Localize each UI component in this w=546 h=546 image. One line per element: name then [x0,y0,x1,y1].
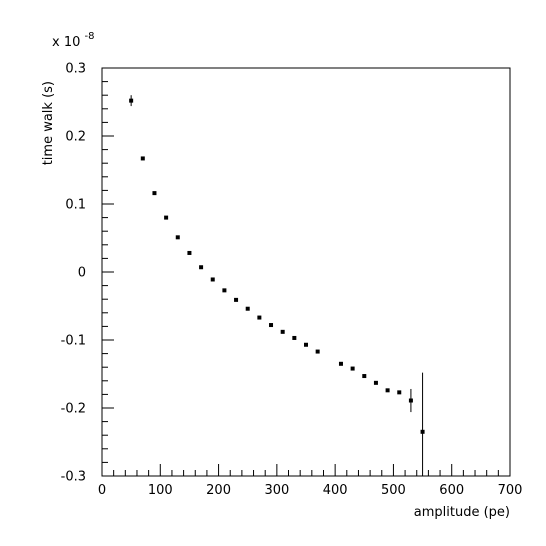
y-tick-label: -0.2 [61,402,86,417]
point-marker [152,191,157,196]
plot-frame [101,67,511,477]
point-marker [397,390,402,395]
point-marker [315,349,320,354]
y-axis-label: time walk (s) [41,81,56,165]
point-marker [234,297,239,302]
point-marker [304,342,308,347]
data-point [187,250,192,255]
data-point [199,265,204,270]
data-point [152,191,157,196]
data-points [129,95,425,476]
data-point [362,374,367,379]
point-marker [140,156,145,161]
data-point [222,288,227,293]
y-tick-label: -0.1 [61,334,86,349]
data-point [257,315,262,320]
data-point [140,156,145,161]
y-tick-label: 0.3 [65,62,86,77]
data-point [292,335,297,340]
data-point [408,388,413,413]
y-axis-multiplier-exponent: -8 [85,31,95,42]
data-point [373,380,378,385]
point-marker [210,277,215,282]
x-tick-label: 400 [323,483,348,498]
x-tick-label: 200 [206,483,231,498]
point-marker [222,288,227,293]
point-marker [408,398,413,403]
data-point [245,306,250,311]
point-marker [245,306,250,311]
data-point [338,361,343,366]
x-tick-label: 100 [148,483,173,498]
x-tick-label: 600 [439,483,464,498]
data-point [269,323,274,328]
data-point [315,349,320,354]
point-marker [362,374,367,379]
point-marker [175,235,180,240]
y-tick-label: -0.3 [61,470,86,485]
x-axis-ticks: 0 100 200 300 400 500 600 700 [98,464,523,498]
data-point [164,215,169,220]
point-marker [129,98,134,103]
point-marker [280,329,285,334]
point-marker [350,366,355,371]
point-marker [199,265,204,270]
point-marker [257,315,262,320]
x-tick-label: 300 [264,483,289,498]
x-axis-label: amplitude (pe) [414,505,510,520]
point-marker [373,380,378,385]
data-point [234,297,239,302]
point-marker [420,429,425,434]
data-point [385,388,390,393]
y-tick-label: 0.2 [65,130,86,145]
data-point [175,235,180,240]
point-marker [164,215,169,220]
point-marker [269,323,274,328]
y-axis-ticks: -0.3 -0.2 -0.1 0 0.1 0.2 0.3 [61,62,114,485]
y-axis-multiplier: x 10 -8 [52,31,95,50]
data-point [397,390,402,395]
data-point [280,329,285,334]
data-point [129,95,134,107]
point-marker [187,250,192,255]
x-tick-label: 700 [498,483,523,498]
x-tick-label: 0 [98,483,106,498]
point-marker [385,388,390,393]
point-marker [292,335,297,340]
y-tick-label: 0.1 [65,198,86,213]
data-point [420,372,425,476]
y-tick-label: 0 [78,266,86,281]
x-tick-label: 500 [381,483,406,498]
data-point [210,277,215,282]
y-axis-multiplier-base: x 10 [52,35,80,50]
point-marker [338,361,343,366]
data-point [350,366,355,371]
data-point [304,342,308,347]
